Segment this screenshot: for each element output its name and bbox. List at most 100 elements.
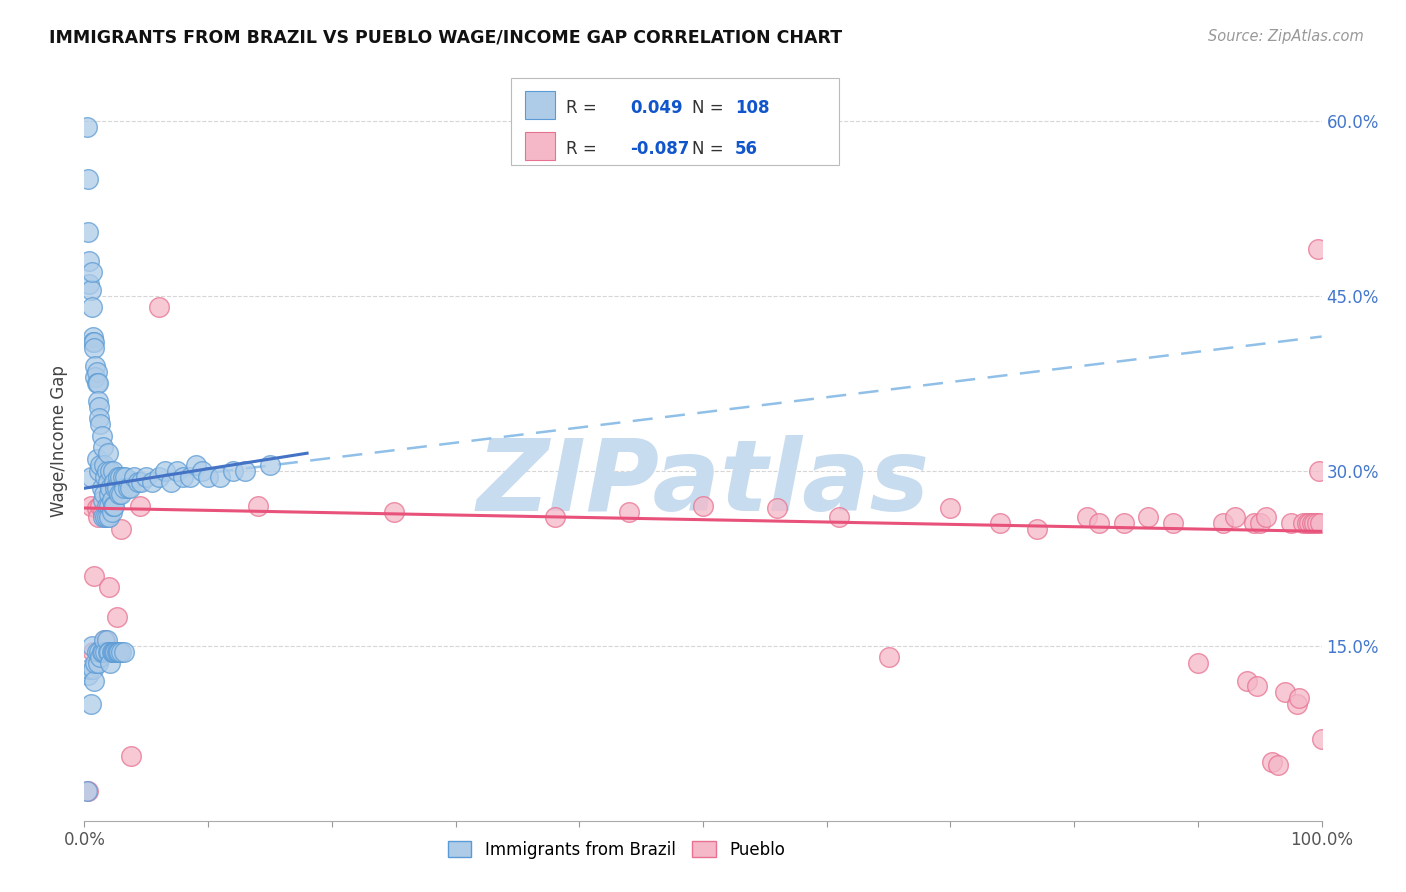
Point: [1267, 757, 1289, 772]
Point: [91, 492, 114, 507]
Point: [103, 475, 125, 490]
Point: [1274, 685, 1296, 699]
Point: [191, 464, 214, 478]
Point: [90, 644, 112, 658]
Text: 108: 108: [735, 99, 769, 117]
Point: [89, 400, 111, 414]
Point: [110, 522, 132, 536]
Point: [120, 749, 142, 764]
Point: [1298, 516, 1320, 531]
Text: -0.087: -0.087: [630, 140, 689, 158]
Point: [107, 469, 129, 483]
Point: [148, 301, 170, 315]
Point: [79, 499, 101, 513]
Point: [87, 376, 110, 391]
Point: [1026, 522, 1049, 536]
Point: [98, 580, 121, 594]
Point: [104, 644, 127, 658]
Point: [98, 499, 121, 513]
Text: N =: N =: [692, 99, 724, 117]
Text: IMMIGRANTS FROM BRAZIL VS PUEBLO WAGE/INCOME GAP CORRELATION CHART: IMMIGRANTS FROM BRAZIL VS PUEBLO WAGE/IN…: [49, 29, 842, 46]
Point: [1261, 756, 1284, 770]
Point: [101, 644, 124, 658]
Point: [105, 481, 128, 495]
Point: [76, 120, 98, 134]
Point: [91, 510, 114, 524]
Point: [90, 481, 112, 495]
Point: [1303, 516, 1326, 531]
Point: [80, 301, 103, 315]
Point: [1112, 516, 1135, 531]
Point: [79, 697, 101, 711]
Point: [617, 504, 640, 518]
Point: [1088, 516, 1111, 531]
Point: [105, 644, 128, 658]
Point: [1212, 516, 1234, 531]
Point: [129, 475, 152, 490]
Point: [100, 504, 122, 518]
Point: [127, 475, 149, 490]
Point: [233, 464, 256, 478]
Point: [98, 487, 121, 501]
Point: [112, 644, 135, 658]
Point: [89, 411, 111, 425]
Text: N =: N =: [692, 140, 724, 158]
Y-axis label: Wage/Income Gap: Wage/Income Gap: [51, 366, 69, 517]
Point: [93, 632, 115, 647]
Point: [84, 359, 107, 373]
Point: [89, 417, 111, 431]
Point: [86, 501, 108, 516]
Point: [77, 784, 100, 798]
Point: [101, 464, 124, 478]
Point: [135, 469, 157, 483]
Point: [988, 516, 1011, 531]
Point: [160, 475, 183, 490]
Point: [96, 510, 118, 524]
Point: [1285, 697, 1308, 711]
Point: [79, 283, 101, 297]
Text: ZIPatlas: ZIPatlas: [477, 434, 929, 532]
Point: [828, 510, 851, 524]
Point: [877, 650, 900, 665]
Point: [97, 446, 120, 460]
Point: [79, 253, 101, 268]
Point: [79, 469, 101, 483]
Point: [93, 487, 115, 501]
Point: [83, 673, 105, 688]
Point: [110, 487, 132, 501]
FancyBboxPatch shape: [524, 92, 554, 120]
Point: [83, 341, 105, 355]
Point: [87, 656, 110, 670]
Point: [89, 644, 111, 658]
Point: [766, 501, 789, 516]
Point: [148, 469, 170, 483]
Point: [1249, 516, 1271, 531]
Point: [94, 644, 117, 658]
Point: [692, 499, 714, 513]
Point: [114, 469, 136, 483]
Point: [103, 644, 125, 658]
Point: [110, 469, 132, 483]
Legend: Immigrants from Brazil, Pueblo: Immigrants from Brazil, Pueblo: [441, 834, 792, 865]
Point: [112, 481, 135, 495]
Point: [93, 458, 115, 472]
Text: R =: R =: [565, 140, 596, 158]
Point: [1236, 673, 1258, 688]
Point: [101, 499, 124, 513]
Point: [1308, 464, 1330, 478]
Point: [1223, 510, 1246, 524]
Point: [166, 464, 188, 478]
Text: 0.049: 0.049: [630, 99, 683, 117]
Point: [77, 225, 100, 239]
Point: [1243, 516, 1265, 531]
Point: [120, 481, 142, 495]
Point: [1309, 516, 1331, 531]
Point: [96, 632, 118, 647]
Point: [86, 365, 108, 379]
Point: [105, 609, 128, 624]
Point: [98, 464, 121, 478]
Point: [141, 475, 163, 490]
Point: [108, 644, 131, 658]
Point: [101, 499, 124, 513]
Point: [94, 469, 117, 483]
